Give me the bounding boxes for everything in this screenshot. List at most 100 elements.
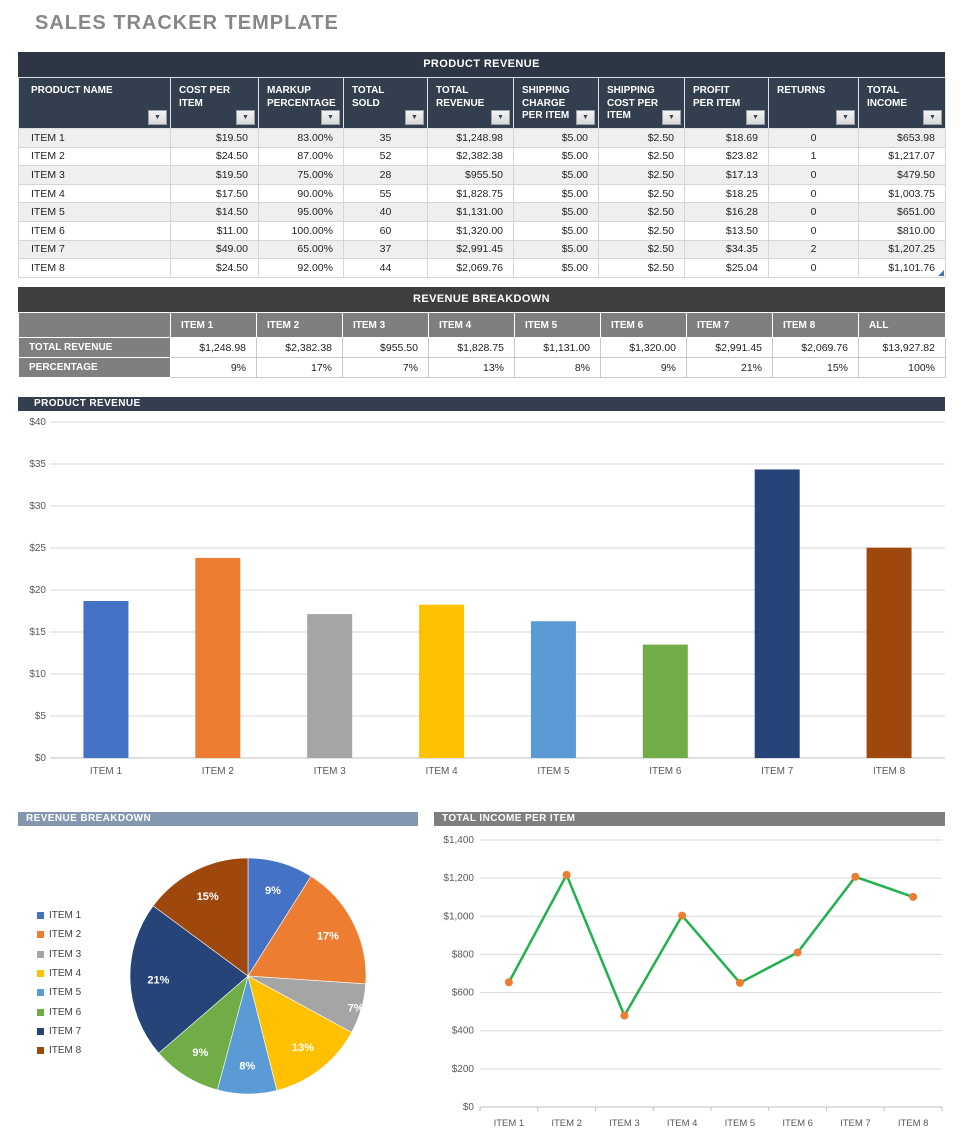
table-cell[interactable]: 0 xyxy=(768,165,859,185)
table-cell[interactable]: 0 xyxy=(768,202,859,222)
filter-dropdown-icon[interactable]: ▼ xyxy=(236,110,255,125)
table-cell[interactable]: $1,131.00 xyxy=(427,202,514,222)
table-cell[interactable]: 13% xyxy=(428,357,515,378)
table-cell[interactable]: $17.13 xyxy=(684,165,769,185)
table-cell[interactable]: $2,382.38 xyxy=(256,337,343,358)
table-cell[interactable]: $2.50 xyxy=(598,202,685,222)
table-cell[interactable]: ITEM 7 xyxy=(18,239,171,260)
filter-dropdown-icon[interactable]: ▼ xyxy=(662,110,681,125)
table-cell[interactable]: $2.50 xyxy=(598,165,685,185)
table-cell[interactable]: 7% xyxy=(342,357,429,378)
table-cell[interactable]: 17% xyxy=(256,357,343,378)
table-cell[interactable]: $18.69 xyxy=(684,128,769,148)
table-cell[interactable]: 40 xyxy=(343,202,428,222)
table-cell[interactable]: 15% xyxy=(772,357,859,378)
table-cell[interactable]: $13,927.82 xyxy=(858,337,946,358)
filter-dropdown-icon[interactable]: ▼ xyxy=(576,110,595,125)
filter-dropdown-icon[interactable]: ▼ xyxy=(148,110,167,125)
table-cell[interactable]: ITEM 5 xyxy=(18,202,171,222)
filter-dropdown-icon[interactable]: ▼ xyxy=(746,110,765,125)
table-cell[interactable]: $2.50 xyxy=(598,239,685,260)
table-cell[interactable]: $16.28 xyxy=(684,202,769,222)
table-cell[interactable]: $2.50 xyxy=(598,128,685,148)
table-resize-handle-icon[interactable] xyxy=(938,269,944,276)
table-cell[interactable]: $810.00 xyxy=(858,220,946,241)
table-cell[interactable]: 92.00% xyxy=(258,258,344,278)
table-cell[interactable]: 1 xyxy=(768,146,859,167)
table-cell[interactable]: $17.50 xyxy=(170,183,259,204)
table-cell[interactable]: $1,003.75 xyxy=(858,183,946,204)
filter-dropdown-icon[interactable]: ▼ xyxy=(836,110,855,125)
table-cell[interactable]: 2 xyxy=(768,239,859,260)
table-cell[interactable]: $955.50 xyxy=(342,337,429,358)
table-cell[interactable]: ITEM 4 xyxy=(18,183,171,204)
table-cell[interactable]: $5.00 xyxy=(513,258,599,278)
table-cell[interactable]: 0 xyxy=(768,258,859,278)
table-cell[interactable]: 83.00% xyxy=(258,128,344,148)
table-cell[interactable]: $24.50 xyxy=(170,146,259,167)
table-cell[interactable]: $19.50 xyxy=(170,165,259,185)
table-cell[interactable]: ITEM 3 xyxy=(18,165,171,185)
table-cell[interactable]: $2.50 xyxy=(598,258,685,278)
table-cell[interactable]: ITEM 8 xyxy=(18,258,171,278)
table-cell[interactable]: $14.50 xyxy=(170,202,259,222)
table-cell[interactable]: $2,069.76 xyxy=(427,258,514,278)
table-cell[interactable]: $11.00 xyxy=(170,220,259,241)
filter-dropdown-icon[interactable]: ▼ xyxy=(923,110,942,125)
table-cell[interactable]: $2.50 xyxy=(598,146,685,167)
table-cell[interactable]: $1,828.75 xyxy=(428,337,515,358)
table-cell[interactable]: $34.35 xyxy=(684,239,769,260)
table-cell[interactable]: $2,991.45 xyxy=(427,239,514,260)
table-cell[interactable]: $1,131.00 xyxy=(514,337,601,358)
table-cell[interactable]: $1,320.00 xyxy=(427,220,514,241)
table-cell[interactable]: 90.00% xyxy=(258,183,344,204)
table-cell[interactable]: $1,207.25 xyxy=(858,239,946,260)
table-cell[interactable]: $25.04 xyxy=(684,258,769,278)
table-cell[interactable]: 21% xyxy=(686,357,773,378)
table-cell[interactable]: 28 xyxy=(343,165,428,185)
table-cell[interactable]: 55 xyxy=(343,183,428,204)
table-cell[interactable]: $5.00 xyxy=(513,128,599,148)
table-cell[interactable]: 100% xyxy=(858,357,946,378)
table-cell[interactable]: $955.50 xyxy=(427,165,514,185)
table-cell[interactable]: $5.00 xyxy=(513,146,599,167)
table-cell[interactable]: $653.98 xyxy=(858,128,946,148)
table-cell[interactable]: $49.00 xyxy=(170,239,259,260)
table-cell[interactable]: 37 xyxy=(343,239,428,260)
table-cell[interactable]: 0 xyxy=(768,128,859,148)
table-cell[interactable]: $24.50 xyxy=(170,258,259,278)
filter-dropdown-icon[interactable]: ▼ xyxy=(405,110,424,125)
table-cell[interactable]: 100.00% xyxy=(258,220,344,241)
table-cell[interactable]: $5.00 xyxy=(513,220,599,241)
table-cell[interactable]: $5.00 xyxy=(513,183,599,204)
table-cell[interactable]: ITEM 1 xyxy=(18,128,171,148)
table-cell[interactable]: 9% xyxy=(600,357,687,378)
table-cell[interactable]: $1,248.98 xyxy=(170,337,257,358)
table-cell[interactable]: 9% xyxy=(170,357,257,378)
table-cell[interactable]: $5.00 xyxy=(513,239,599,260)
table-cell[interactable]: $5.00 xyxy=(513,165,599,185)
table-cell[interactable]: 95.00% xyxy=(258,202,344,222)
table-cell[interactable]: $1,248.98 xyxy=(427,128,514,148)
filter-dropdown-icon[interactable]: ▼ xyxy=(321,110,340,125)
table-cell[interactable]: $2,991.45 xyxy=(686,337,773,358)
table-cell[interactable]: 0 xyxy=(768,220,859,241)
table-cell[interactable]: 65.00% xyxy=(258,239,344,260)
table-cell[interactable]: $651.00 xyxy=(858,202,946,222)
table-cell[interactable]: $1,217.07 xyxy=(858,146,946,167)
table-cell[interactable]: 44 xyxy=(343,258,428,278)
table-cell[interactable]: $23.82 xyxy=(684,146,769,167)
table-cell[interactable]: $2.50 xyxy=(598,220,685,241)
table-cell[interactable]: $1,101.76 xyxy=(858,258,946,278)
table-cell[interactable]: 35 xyxy=(343,128,428,148)
table-cell[interactable]: $2,382.38 xyxy=(427,146,514,167)
table-cell[interactable]: $5.00 xyxy=(513,202,599,222)
table-cell[interactable]: $19.50 xyxy=(170,128,259,148)
table-cell[interactable]: $2,069.76 xyxy=(772,337,859,358)
table-cell[interactable]: 87.00% xyxy=(258,146,344,167)
table-cell[interactable]: 60 xyxy=(343,220,428,241)
table-cell[interactable]: $18.25 xyxy=(684,183,769,204)
table-cell[interactable]: 8% xyxy=(514,357,601,378)
table-cell[interactable]: $479.50 xyxy=(858,165,946,185)
table-cell[interactable]: 75.00% xyxy=(258,165,344,185)
